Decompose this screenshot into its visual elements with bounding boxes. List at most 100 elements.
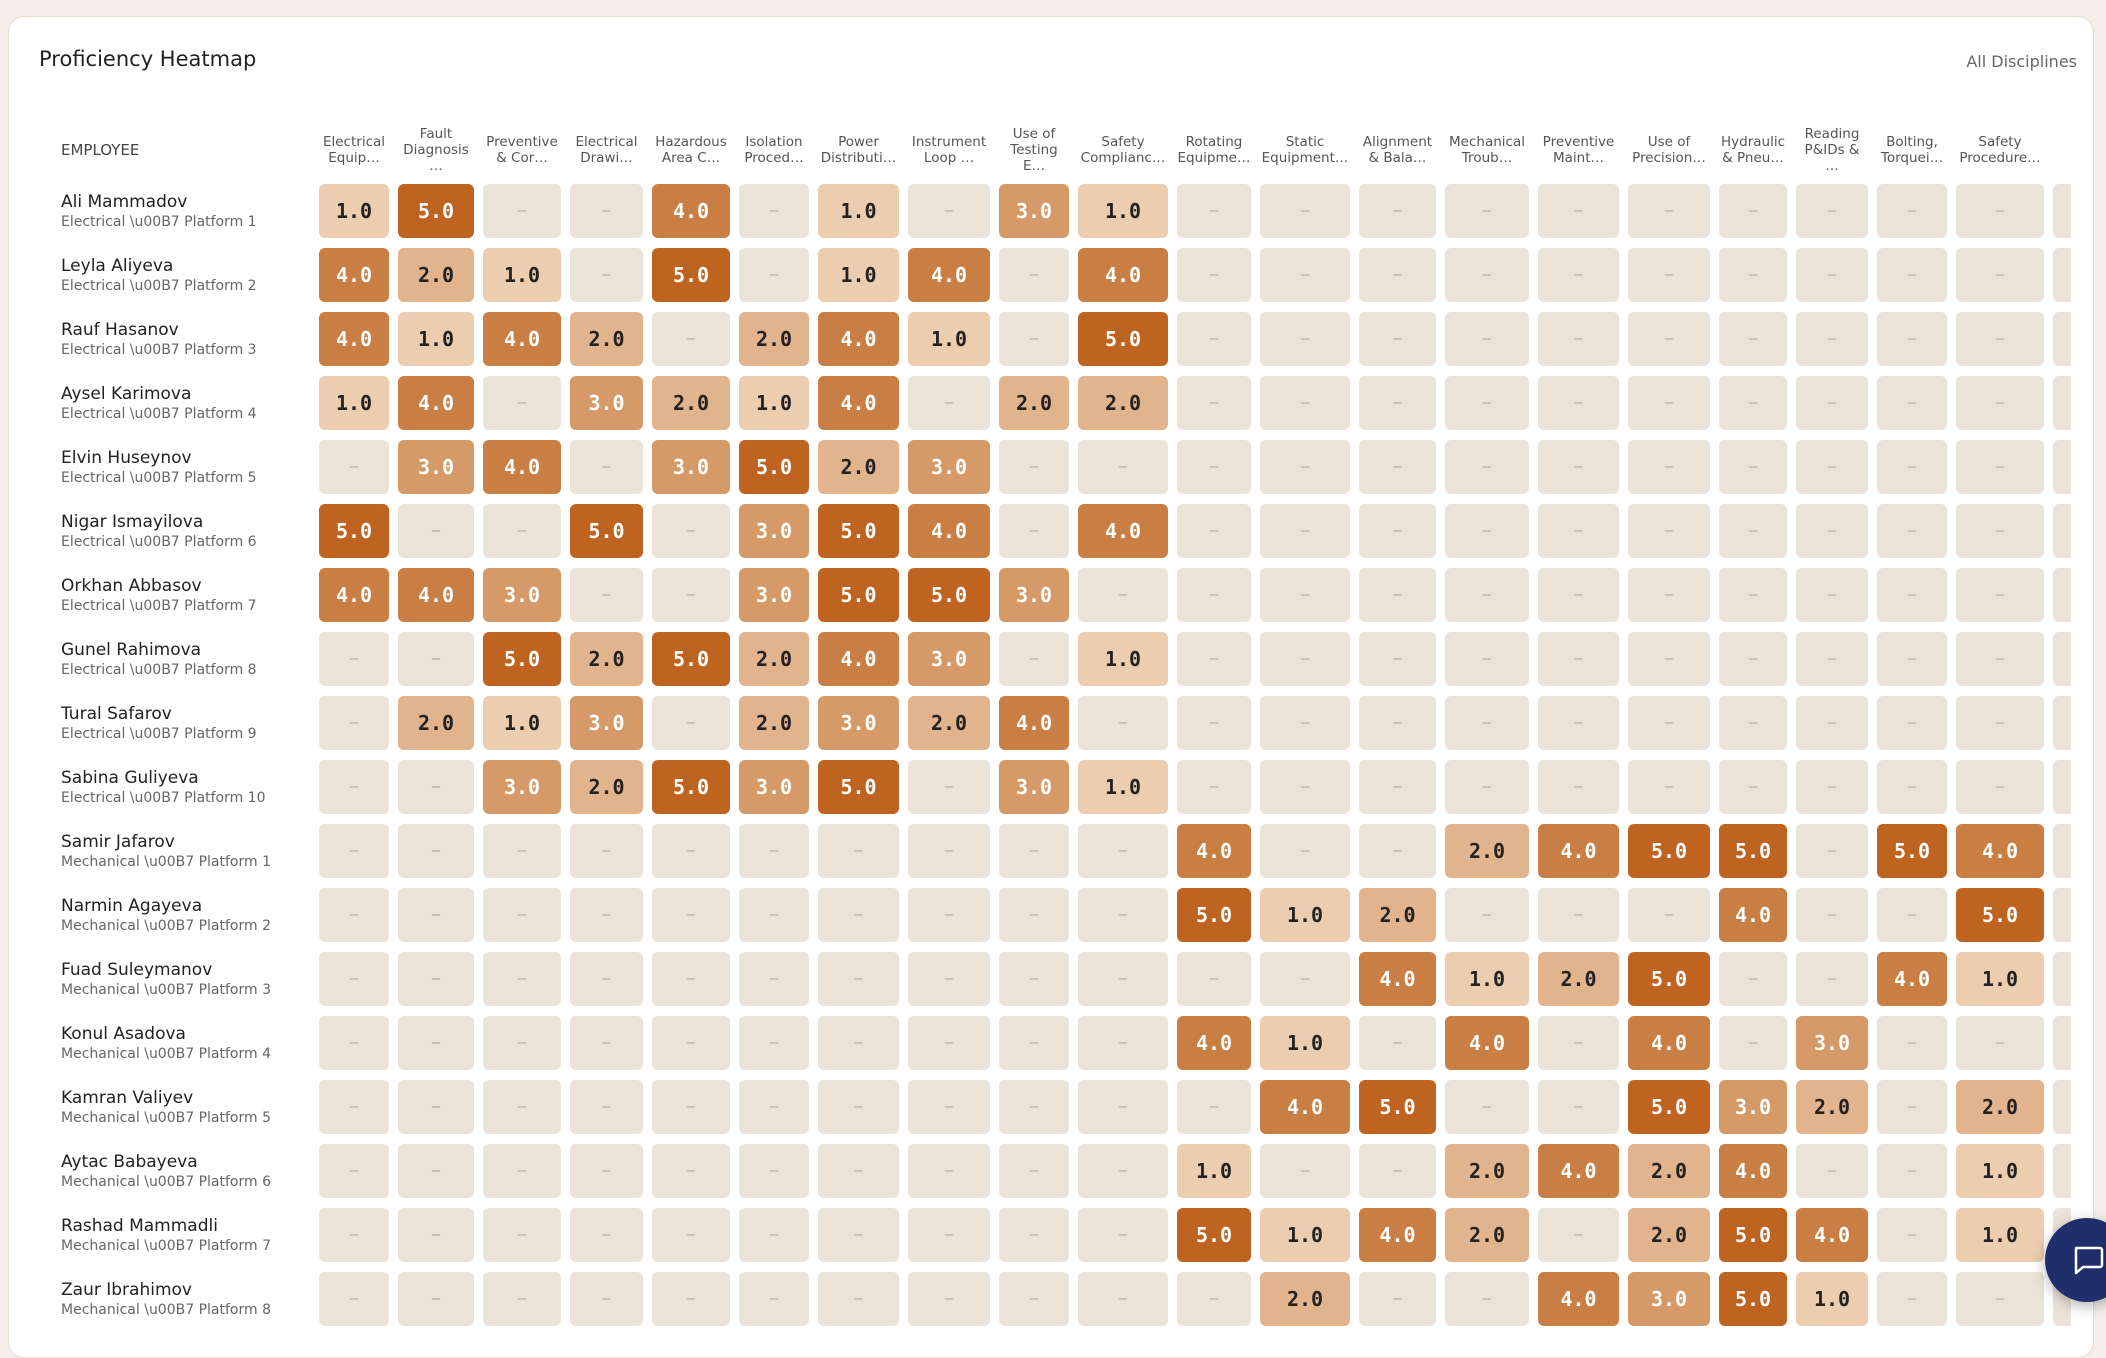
heatmap-cell[interactable]: — [1445, 376, 1529, 430]
heatmap-cell[interactable]: — [652, 824, 730, 878]
heatmap-cell[interactable]: 1.0 [818, 184, 899, 238]
heatmap-cell[interactable]: 2.0 [1445, 1208, 1529, 1262]
heatmap-cell[interactable]: — [2053, 824, 2071, 878]
heatmap-cell[interactable]: — [319, 1016, 389, 1070]
heatmap-cell[interactable]: — [908, 952, 990, 1006]
heatmap-cell[interactable]: 5.0 [483, 632, 561, 686]
heatmap-cell[interactable]: — [1538, 504, 1619, 558]
heatmap-cell[interactable]: — [1078, 888, 1168, 942]
heatmap-cell[interactable]: — [1078, 952, 1168, 1006]
heatmap-cell[interactable]: — [398, 632, 474, 686]
heatmap-cell[interactable]: 4.0 [1877, 952, 1947, 1006]
heatmap-cell[interactable]: — [1445, 696, 1529, 750]
column-header[interactable]: Instrument Loop … [911, 134, 987, 166]
heatmap-cell[interactable]: — [1719, 376, 1787, 430]
heatmap-cell[interactable]: 3.0 [908, 440, 990, 494]
heatmap-cell[interactable]: 1.0 [908, 312, 990, 366]
heatmap-cell[interactable]: 4.0 [1078, 504, 1168, 558]
heatmap-cell[interactable]: — [398, 1208, 474, 1262]
heatmap-cell[interactable]: — [398, 1016, 474, 1070]
heatmap-cell[interactable]: — [652, 952, 730, 1006]
heatmap-cell[interactable]: 3.0 [999, 568, 1069, 622]
heatmap-cell[interactable]: — [398, 760, 474, 814]
heatmap-cell[interactable]: — [1359, 504, 1436, 558]
heatmap-cell[interactable]: 3.0 [739, 568, 809, 622]
heatmap-cell[interactable]: 4.0 [1538, 1144, 1619, 1198]
heatmap-cell[interactable]: — [999, 504, 1069, 558]
heatmap-cell[interactable]: 5.0 [1956, 888, 2044, 942]
column-header[interactable]: Mechanical Troub… [1449, 134, 1525, 166]
heatmap-cell[interactable]: — [1796, 376, 1868, 430]
heatmap-cell[interactable]: — [2053, 504, 2071, 558]
heatmap-cell[interactable]: — [1719, 696, 1787, 750]
heatmap-cell[interactable]: — [1796, 1144, 1868, 1198]
heatmap-cell[interactable]: — [1956, 760, 2044, 814]
heatmap-cell[interactable]: — [1445, 760, 1529, 814]
heatmap-cell[interactable]: 1.0 [1260, 1208, 1350, 1262]
heatmap-cell[interactable]: — [1359, 632, 1436, 686]
heatmap-cell[interactable]: 3.0 [570, 696, 643, 750]
heatmap-cell[interactable]: — [1956, 1016, 2044, 1070]
heatmap-cell[interactable]: — [1719, 632, 1787, 686]
heatmap-cell[interactable]: — [1796, 312, 1868, 366]
heatmap-cell[interactable]: — [1719, 1016, 1787, 1070]
heatmap-cell[interactable]: — [1877, 504, 1947, 558]
heatmap-cell[interactable]: — [739, 888, 809, 942]
heatmap-cell[interactable]: 5.0 [570, 504, 643, 558]
heatmap-cell[interactable]: 4.0 [483, 312, 561, 366]
heatmap-cell[interactable]: 5.0 [1719, 1208, 1787, 1262]
heatmap-cell[interactable]: — [818, 1144, 899, 1198]
heatmap-cell[interactable]: — [398, 952, 474, 1006]
heatmap-cell[interactable]: — [1796, 760, 1868, 814]
heatmap-cell[interactable]: — [319, 1208, 389, 1262]
heatmap-cell[interactable]: 5.0 [818, 504, 899, 558]
heatmap-cell[interactable]: 4.0 [1177, 1016, 1251, 1070]
heatmap-cell[interactable]: — [2053, 440, 2071, 494]
heatmap-cell[interactable]: — [1719, 248, 1787, 302]
heatmap-cell[interactable]: 1.0 [1078, 632, 1168, 686]
heatmap-cell[interactable]: 5.0 [1877, 824, 1947, 878]
heatmap-cell[interactable]: 5.0 [1177, 1208, 1251, 1262]
heatmap-cell[interactable]: — [2053, 568, 2071, 622]
heatmap-cell[interactable]: 4.0 [1796, 1208, 1868, 1262]
heatmap-cell[interactable]: — [483, 184, 561, 238]
column-header[interactable]: Electrical Drawi… [575, 134, 638, 166]
heatmap-cell[interactable]: 5.0 [739, 440, 809, 494]
column-header[interactable]: Isolation Proced… [744, 134, 804, 166]
heatmap-cell[interactable]: — [319, 696, 389, 750]
heatmap-cell[interactable]: 1.0 [1445, 952, 1529, 1006]
heatmap-cell[interactable]: 1.0 [483, 248, 561, 302]
heatmap-cell[interactable]: — [570, 440, 643, 494]
heatmap-cell[interactable]: — [908, 1016, 990, 1070]
heatmap-cell[interactable]: — [319, 1080, 389, 1134]
heatmap-cell[interactable]: — [1445, 568, 1529, 622]
column-header[interactable]: Hydraulic & Pneu… [1720, 134, 1785, 166]
heatmap-cell[interactable]: — [818, 952, 899, 1006]
heatmap-cell[interactable]: — [652, 504, 730, 558]
heatmap-cell[interactable]: 1.0 [1177, 1144, 1251, 1198]
heatmap-cell[interactable]: — [570, 1080, 643, 1134]
heatmap-cell[interactable]: 2.0 [1445, 1144, 1529, 1198]
heatmap-cell[interactable]: 3.0 [818, 696, 899, 750]
heatmap-cell[interactable]: 4.0 [818, 376, 899, 430]
heatmap-cell[interactable]: — [1628, 696, 1710, 750]
heatmap-cell[interactable]: 5.0 [1719, 1272, 1787, 1326]
heatmap-cell[interactable]: — [1538, 1080, 1619, 1134]
heatmap-cell[interactable]: — [1078, 568, 1168, 622]
heatmap-cell[interactable]: 3.0 [739, 504, 809, 558]
heatmap-cell[interactable]: 3.0 [398, 440, 474, 494]
heatmap-cell[interactable]: — [2053, 1080, 2071, 1134]
heatmap-cell[interactable]: — [319, 1272, 389, 1326]
heatmap-cell[interactable]: — [1877, 760, 1947, 814]
heatmap-cell[interactable]: — [1445, 1080, 1529, 1134]
heatmap-cell[interactable]: — [1877, 568, 1947, 622]
heatmap-cell[interactable]: — [999, 440, 1069, 494]
heatmap-cell[interactable]: — [319, 760, 389, 814]
heatmap-cell[interactable]: — [1796, 504, 1868, 558]
heatmap-cell[interactable]: — [999, 1208, 1069, 1262]
heatmap-cell[interactable]: 1.0 [1956, 1208, 2044, 1262]
heatmap-cell[interactable]: — [999, 248, 1069, 302]
heatmap-cell[interactable]: — [1445, 440, 1529, 494]
heatmap-cell[interactable]: — [1359, 760, 1436, 814]
heatmap-cell[interactable]: — [652, 312, 730, 366]
